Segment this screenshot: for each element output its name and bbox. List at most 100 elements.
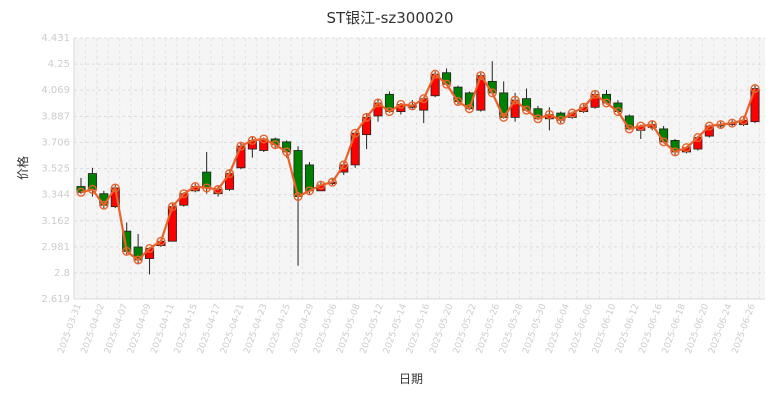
x-axis-ticks: 2025-03-312025-04-022025-04-072025-04-09… xyxy=(57,302,758,355)
close-price-marker xyxy=(647,120,657,130)
y-tick-label: 3.525 xyxy=(41,164,70,175)
x-tick-label: 2025-06-16 xyxy=(638,302,665,355)
close-price-marker xyxy=(373,98,383,108)
x-tick-label: 2025-04-29 xyxy=(289,302,316,355)
close-price-marker xyxy=(716,120,726,130)
close-price-marker xyxy=(202,183,212,193)
y-tick-label: 3.162 xyxy=(41,216,70,227)
x-tick-label: 2025-05-28 xyxy=(498,302,525,355)
x-tick-label: 2025-05-26 xyxy=(475,302,502,355)
close-price-marker xyxy=(659,137,669,147)
x-tick-label: 2025-06-20 xyxy=(684,302,711,355)
close-price-marker xyxy=(213,184,223,194)
close-price-marker xyxy=(87,184,97,194)
close-price-marker xyxy=(693,133,703,143)
y-axis-ticks: 2.619 2.8 2.981 3.162 3.344 3.525 3.706 3.887 4.… xyxy=(41,33,70,305)
close-price-marker xyxy=(407,101,417,111)
close-price-marker xyxy=(270,140,280,150)
close-price-marker xyxy=(704,121,714,131)
close-price-marker xyxy=(190,182,200,192)
y-axis-label: 价格 xyxy=(15,156,30,180)
close-price-marker xyxy=(339,160,349,170)
close-price-marker xyxy=(419,94,429,104)
y-tick-label: 2.981 xyxy=(41,242,70,253)
close-price-marker xyxy=(316,180,326,190)
close-price-marker xyxy=(396,99,406,109)
close-price-marker xyxy=(499,112,509,122)
close-price-marker xyxy=(179,189,189,199)
grid xyxy=(73,37,765,300)
y-tick-label: 3.706 xyxy=(41,137,70,148)
close-price-marker xyxy=(384,107,394,117)
x-tick-label: 2025-04-23 xyxy=(242,303,269,356)
close-price-marker xyxy=(247,135,257,145)
x-tick-label: 2025-06-06 xyxy=(568,302,595,355)
y-tick-label: 2.8 xyxy=(54,268,70,279)
candles xyxy=(76,61,760,275)
close-price-marker xyxy=(453,97,463,107)
x-tick-label: 2025-04-07 xyxy=(103,303,130,356)
close-price-marker xyxy=(430,69,440,79)
x-axis-label: 日期 xyxy=(399,372,423,386)
close-price-marker xyxy=(567,108,577,118)
close-price-marker xyxy=(681,143,691,153)
y-tick-label: 2.619 xyxy=(41,294,70,305)
x-tick-label: 2025-05-20 xyxy=(428,302,455,355)
close-line xyxy=(76,69,760,265)
close-price-line xyxy=(80,73,757,262)
x-tick-label: 2025-05-14 xyxy=(382,302,409,355)
close-price-marker xyxy=(522,105,532,115)
close-price-marker xyxy=(590,89,600,99)
x-tick-label: 2025-06-12 xyxy=(614,303,641,356)
y-tick-label: 3.887 xyxy=(41,111,70,122)
x-tick-label: 2025-06-26 xyxy=(731,302,758,355)
close-price-marker xyxy=(579,102,589,112)
x-tick-label: 2025-03-31 xyxy=(57,303,84,356)
close-price-marker xyxy=(327,177,337,187)
x-tick-label: 2025-06-10 xyxy=(591,302,618,355)
y-tick-label: 4.431 xyxy=(41,33,70,44)
close-price-marker xyxy=(510,95,520,105)
close-price-marker xyxy=(362,112,372,122)
close-price-marker xyxy=(304,186,314,196)
close-price-marker xyxy=(464,104,474,114)
x-tick-label: 2025-05-16 xyxy=(405,302,432,355)
close-price-marker xyxy=(259,134,269,144)
close-price-marker xyxy=(133,255,143,265)
close-price-marker xyxy=(156,236,166,246)
close-price-marker xyxy=(236,141,246,151)
close-price-marker xyxy=(670,147,680,157)
close-price-marker xyxy=(350,128,360,138)
chart-title: ST银江-sz300020 xyxy=(326,9,453,27)
close-price-marker xyxy=(76,187,86,197)
close-price-marker xyxy=(601,98,611,108)
close-price-marker xyxy=(533,114,543,124)
x-tick-label: 2025-04-15 xyxy=(173,303,200,356)
y-tick-label: 3.344 xyxy=(41,190,70,201)
close-price-marker xyxy=(282,147,292,157)
close-price-marker xyxy=(110,183,120,193)
x-tick-label: 2025-04-17 xyxy=(196,303,223,356)
close-price-marker xyxy=(544,109,554,119)
close-price-marker xyxy=(636,121,646,131)
y-tick-label: 4.25 xyxy=(48,59,70,70)
x-tick-label: 2025-05-12 xyxy=(359,303,386,356)
x-tick-label: 2025-04-09 xyxy=(126,302,153,355)
x-tick-label: 2025-06-18 xyxy=(661,302,688,355)
x-tick-label: 2025-04-02 xyxy=(80,303,107,356)
close-price-marker xyxy=(167,202,177,212)
close-price-marker xyxy=(442,79,452,89)
x-tick-label: 2025-05-08 xyxy=(335,302,362,355)
x-tick-label: 2025-04-21 xyxy=(219,303,246,356)
x-tick-label: 2025-06-24 xyxy=(707,302,734,355)
close-price-marker xyxy=(225,169,235,179)
close-price-marker xyxy=(293,192,303,202)
close-price-marker xyxy=(476,71,486,81)
close-price-marker xyxy=(145,243,155,253)
candle-body xyxy=(76,186,86,193)
x-tick-label: 2025-06-04 xyxy=(545,302,572,355)
x-tick-label: 2025-04-25 xyxy=(266,303,293,356)
close-price-marker xyxy=(727,118,737,128)
